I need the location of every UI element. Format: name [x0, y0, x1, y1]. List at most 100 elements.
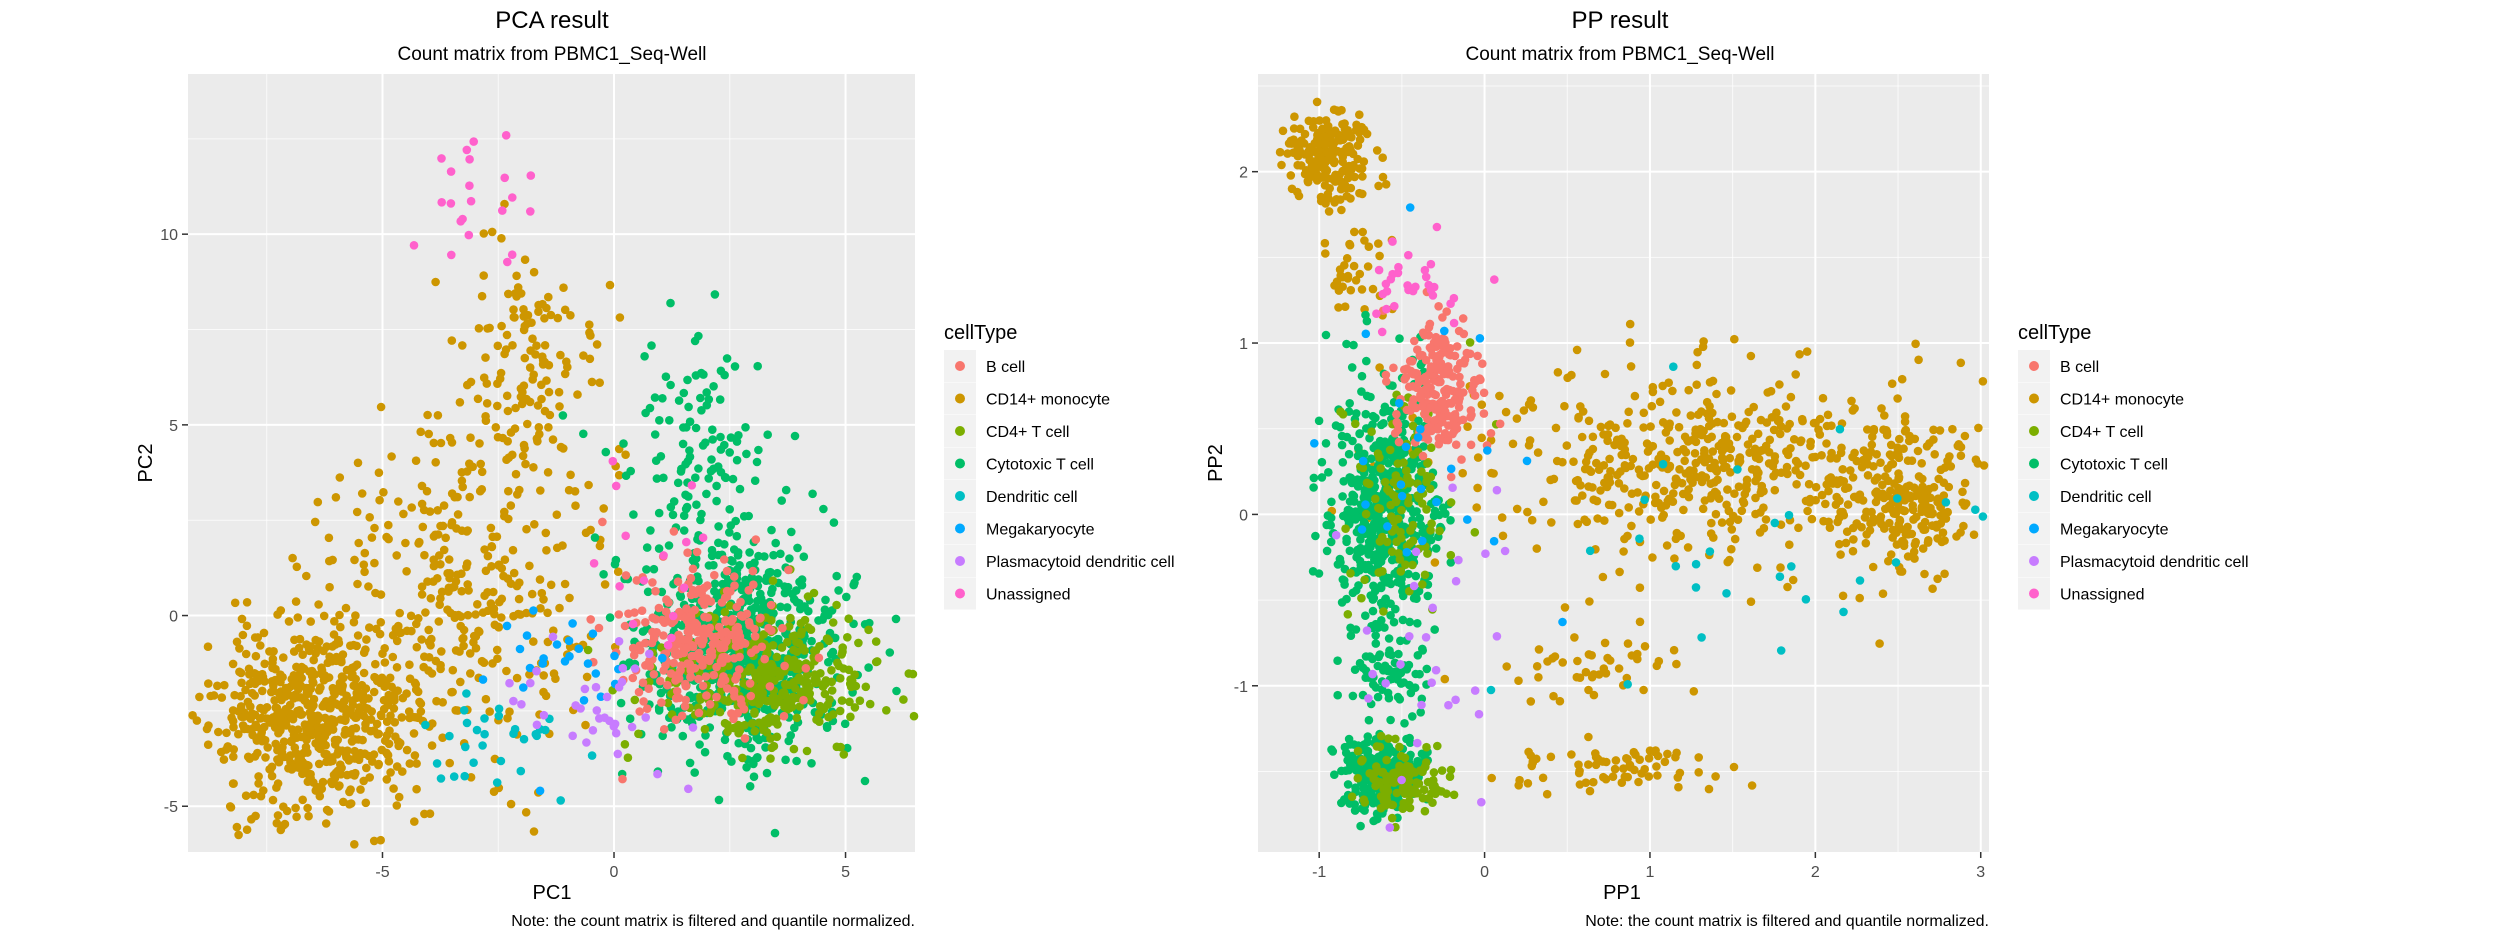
pp-point — [1423, 665, 1432, 674]
pp-point — [1879, 425, 1888, 434]
pca-point — [445, 732, 454, 741]
pca-point — [677, 467, 686, 476]
pca-point — [488, 543, 497, 552]
pca-point — [710, 587, 719, 596]
pp-point — [1368, 466, 1377, 475]
pca-point — [641, 618, 650, 627]
pp-point — [1311, 532, 1320, 541]
pca-point — [606, 281, 615, 290]
pca-point — [466, 433, 475, 442]
pca-point — [314, 498, 323, 507]
pca-point — [686, 673, 695, 682]
pp-point — [1870, 425, 1879, 434]
pca-point — [821, 680, 830, 689]
pca-point — [229, 706, 238, 715]
pca-point — [354, 539, 363, 548]
pp-point — [1344, 126, 1353, 135]
pca-point — [541, 341, 550, 350]
pca-point — [747, 649, 756, 658]
pp-point — [1348, 792, 1357, 801]
pp-point — [1811, 496, 1820, 505]
pp-point — [1523, 508, 1532, 517]
pca-point — [467, 197, 476, 206]
pca-point — [708, 552, 717, 561]
pp-point — [1712, 390, 1721, 399]
pp-point — [1939, 528, 1948, 537]
pca-point — [704, 474, 713, 483]
pp-point — [1770, 457, 1779, 466]
pca-point — [808, 490, 817, 499]
pca-point — [386, 768, 395, 777]
pp-point — [1351, 783, 1360, 792]
pca-point — [521, 460, 530, 469]
pp-point — [1351, 420, 1360, 429]
pp-point — [1337, 206, 1346, 215]
pca-point — [503, 622, 512, 631]
pp-point — [1327, 498, 1336, 507]
pca-point — [651, 587, 660, 596]
pca-point — [474, 395, 483, 404]
pca-point — [313, 731, 322, 740]
pca-point — [260, 706, 269, 715]
pca-point — [706, 709, 715, 718]
pca-point — [272, 783, 281, 792]
pca-point — [456, 398, 465, 407]
pca-point — [479, 675, 488, 684]
pca-point — [767, 626, 776, 635]
pca-point — [370, 559, 379, 568]
pca-point — [306, 700, 315, 709]
pca-point — [423, 487, 432, 496]
pca-point — [243, 622, 252, 631]
pca-point — [523, 420, 532, 429]
pp-point — [1279, 127, 1288, 136]
pca-point — [326, 757, 335, 766]
pca-point — [415, 698, 424, 707]
pca-point — [539, 595, 548, 604]
pp-point — [1362, 357, 1371, 366]
pp-point — [1601, 370, 1610, 379]
pca-point — [393, 637, 402, 646]
pp-point — [1794, 459, 1803, 468]
pca-point — [793, 544, 802, 553]
pp-point — [1640, 409, 1649, 418]
pp-point — [1520, 406, 1529, 415]
pca-point — [251, 711, 260, 720]
pca-point — [699, 441, 708, 450]
pp-point — [1528, 516, 1537, 525]
pca-point — [431, 278, 440, 287]
pca-point — [645, 650, 654, 659]
pp-point — [1874, 493, 1883, 502]
pca-point — [416, 428, 425, 437]
pca-point — [709, 382, 718, 391]
pca-point — [431, 458, 440, 467]
pp-point — [1489, 469, 1498, 478]
pp-point — [1376, 437, 1385, 446]
pca-point — [463, 381, 472, 390]
pp-point — [1622, 754, 1631, 763]
pca-point — [697, 406, 706, 415]
pp-point — [1375, 252, 1384, 261]
pca-point — [402, 689, 411, 698]
pca-point — [634, 730, 643, 739]
pca-point — [651, 393, 660, 402]
pp-point — [1385, 634, 1394, 643]
pp-point — [1430, 768, 1439, 777]
pca-point — [290, 671, 299, 680]
pca-point — [667, 723, 676, 732]
pp-point — [1600, 479, 1609, 488]
pca-point — [410, 729, 419, 738]
pp-point — [1893, 394, 1902, 403]
pca-point — [375, 468, 384, 477]
pp-point — [1480, 409, 1489, 418]
pp-point — [1855, 594, 1864, 603]
pp-point — [1430, 512, 1439, 521]
pp-point — [1626, 320, 1635, 329]
pp-point — [1885, 502, 1894, 511]
pca-point — [829, 618, 838, 627]
pp-point — [1676, 532, 1685, 541]
pca-point — [680, 583, 689, 592]
pp-point — [1348, 437, 1357, 446]
pp-point — [1322, 439, 1331, 448]
pp-point — [1339, 458, 1348, 467]
pca-point — [648, 578, 657, 587]
